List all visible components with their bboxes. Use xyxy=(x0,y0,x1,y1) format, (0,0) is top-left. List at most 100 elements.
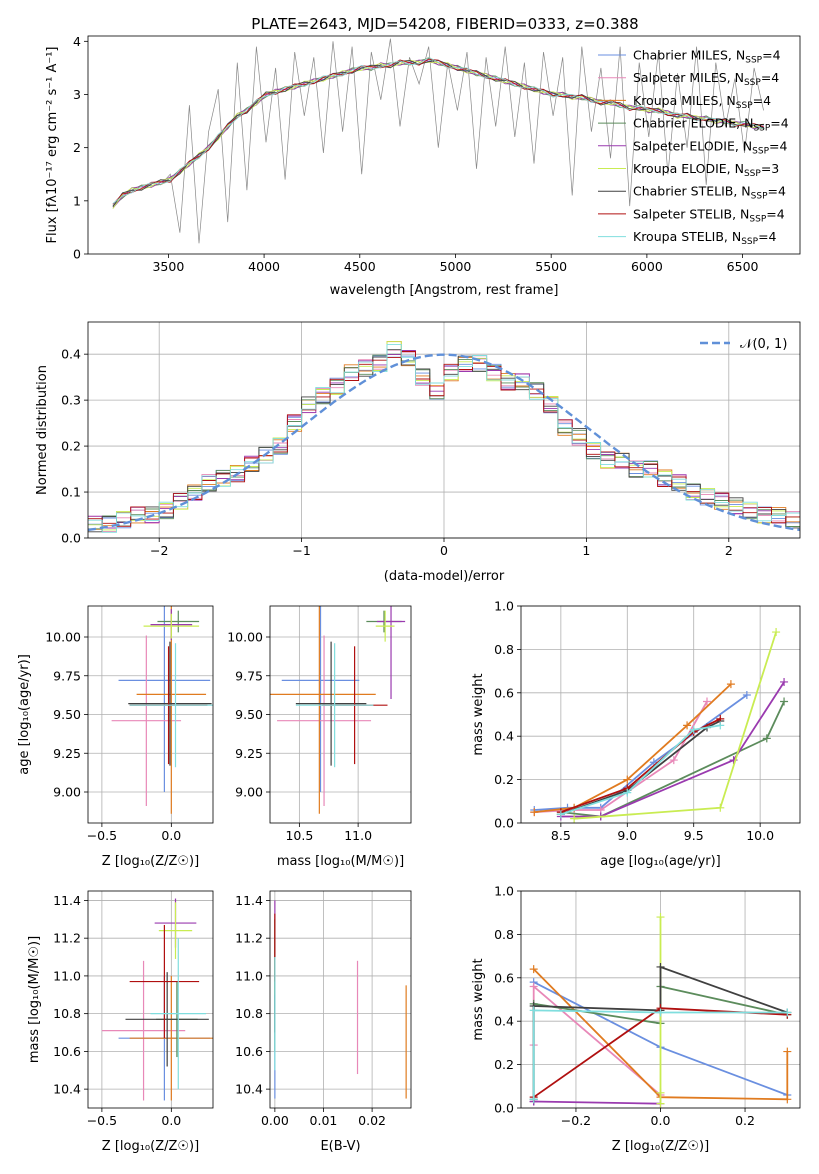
mass-weight-vs-age-xtick-label-0: 8.5 xyxy=(551,828,571,843)
mass-weight-vs-age-ytick-label-2: 0.4 xyxy=(494,729,514,744)
mass-weight-vs-z-marker-2-0 xyxy=(529,965,538,974)
spectrum-legend-label-1: Salpeter MILES, NSSP=4 xyxy=(633,70,779,88)
spectrum-xtick-label-5: 6000 xyxy=(631,259,663,274)
spectrum-legend-nssp-0: =4 xyxy=(762,48,780,63)
mass-weight-vs-z-ylabel: mass weight xyxy=(471,958,486,1040)
age-vs-z-panel: −0.5 0.0 9.00 9.25 9.50 9.75 10.00 Z [log₁₀(Z/Z… xyxy=(17,605,214,869)
spectrum-legend-label-5: Kroupa ELODIE, NSSP=3 xyxy=(633,161,779,179)
age-vs-mass-ytick-label-2: 9.50 xyxy=(235,707,263,722)
mass-weight-vs-age-marker-2-4 xyxy=(726,680,735,689)
mass-weight-vs-age-marker-1-3 xyxy=(669,756,678,765)
spectrum-frame xyxy=(87,35,801,255)
age-vs-z-ytick-label-3: 9.75 xyxy=(53,668,81,683)
residuals-normal-curve xyxy=(88,353,800,532)
mass-weight-vs-age-xlabel: age [log₁₀(age/yr)] xyxy=(600,854,721,869)
mass-vs-ebv-ytick-label-2: 10.8 xyxy=(235,1006,263,1021)
mass-weight-vs-z-ytick-label-3: 0.6 xyxy=(494,970,514,985)
mass-weight-vs-z-marker-5-2 xyxy=(656,913,665,922)
mass-weight-vs-z-ytick-label-4: 0.8 xyxy=(494,927,514,942)
mass-weight-vs-age-marker-4-3 xyxy=(780,677,789,686)
age-vs-z-xtick-label-1: 0.0 xyxy=(161,828,181,843)
mass-weight-vs-age-marker-8-1 xyxy=(623,788,632,797)
residuals-hist-8 xyxy=(88,343,800,533)
spectrum-xtick-label-3: 5000 xyxy=(440,259,472,274)
mass-vs-z-ylabel: mass [log₁₀(M/M☉)] xyxy=(27,936,42,1063)
spectrum-ylabel: Flux [fλ10⁻¹⁷ erg cm⁻² s⁻¹ A⁻¹] xyxy=(45,47,60,244)
mass-weight-vs-z-panel: −0.2 0.0 0.2 0.0 0.2 0.4 0.6 0.8 1.0 Z [log₁₀(Z/Z… xyxy=(471,884,801,1154)
spectrum-xtick-label-1: 4000 xyxy=(248,259,280,274)
mass-weight-vs-age-panel: 8.5 9.0 9.5 10.0 0.0 0.2 0.4 0.6 0.8 1.0 age [log₁… xyxy=(471,599,801,869)
mass-weight-vs-age-marker-8-3 xyxy=(716,721,725,730)
age-vs-mass-ytick-label-1: 9.25 xyxy=(235,746,263,761)
mass-weight-vs-age-xtick-label-2: 9.5 xyxy=(684,828,704,843)
mass-vs-z-panel: −0.5 0.0 10.4 10.6 10.8 11.0 11.2 11.4 Z [log₁₀(… xyxy=(27,890,214,1154)
mass-weight-vs-z-frame xyxy=(520,890,801,1109)
mass-weight-vs-age-ytick-label-1: 0.2 xyxy=(494,772,514,787)
mass-weight-vs-z-ytick-label-0: 0.0 xyxy=(494,1101,514,1116)
mass-weight-vs-age-xtick-label-3: 10.0 xyxy=(746,828,774,843)
mass-vs-z-plot-area xyxy=(101,898,213,1101)
age-vs-z-xlabel: Z [log₁₀(Z/Z☉)] xyxy=(102,854,199,869)
mass-weight-vs-age-plot-area xyxy=(530,628,789,823)
residuals-panel: −2 −1 0 1 2 0.0 0.1 0.2 0.3 0.4 (data-model)/error… xyxy=(35,321,801,584)
mass-weight-vs-z-xlabel: Z [log₁₀(Z/Z☉)] xyxy=(612,1139,709,1154)
mass-weight-vs-age-xtick-label-1: 9.0 xyxy=(617,828,637,843)
residuals-plot-area xyxy=(88,341,800,533)
age-vs-z-ytick-label-0: 9.00 xyxy=(53,785,81,800)
spectrum-legend-nssp-1: =4 xyxy=(761,70,779,85)
age-vs-z-xtick-label-0: −0.5 xyxy=(87,828,117,843)
residuals-xtick-label-1: −1 xyxy=(292,543,310,558)
mass-weight-vs-age-ytick-label-4: 0.8 xyxy=(494,642,514,657)
mass-weight-vs-z-series-line-4 xyxy=(533,1100,661,1105)
mass-weight-vs-age-marker-5-0 xyxy=(570,814,579,823)
mass-weight-vs-z-ytick-label-5: 1.0 xyxy=(494,884,514,899)
spectrum-legend-label-8: Kroupa STELIB, NSSP=4 xyxy=(633,229,777,247)
age-vs-mass-xtick-label-0: 10.5 xyxy=(285,828,313,843)
mass-weight-vs-age-ytick-label-5: 1.0 xyxy=(494,599,514,614)
mass-weight-vs-z-marker-6-3 xyxy=(656,962,665,971)
spectrum-legend-nssp-4: =4 xyxy=(769,138,787,153)
residuals-ytick-label-2: 0.2 xyxy=(61,439,81,454)
mass-weight-vs-age-ylabel: mass weight xyxy=(471,673,486,755)
mass-vs-z-xlabel: Z [log₁₀(Z/Z☉)] xyxy=(102,1139,199,1154)
mass-weight-vs-age-ytick-label-0: 0.0 xyxy=(494,816,514,831)
mass-weight-vs-age-marker-8-2 xyxy=(689,725,698,734)
mass-weight-vs-z-xtick-label-1: 0.0 xyxy=(651,1113,671,1128)
residuals-ytick-label-1: 0.1 xyxy=(61,485,81,500)
spectrum-xtick-label-6: 6500 xyxy=(727,259,759,274)
mass-vs-ebv-ytick-label-1: 10.6 xyxy=(235,1044,263,1059)
mass-weight-vs-age-marker-5-1 xyxy=(716,803,725,812)
mass-weight-vs-z-ytick-label-1: 0.2 xyxy=(494,1057,514,1072)
mass-weight-vs-z-series-line-8 xyxy=(532,1009,788,1100)
spectrum-legend-subscript-4: SSP xyxy=(752,146,769,156)
mass-vs-ebv-ytick-label-3: 11.0 xyxy=(235,968,263,983)
spectrum-legend-nssp-3: =4 xyxy=(770,116,788,131)
mass-weight-vs-z-marker-5-1 xyxy=(656,1088,665,1097)
figure-title: PLATE=2643, MJD=54208, FIBERID=0333, z=0… xyxy=(251,15,638,33)
spectrum-xtick-label-4: 5500 xyxy=(535,259,567,274)
spectrum-xtick-label-0: 3500 xyxy=(152,259,184,274)
mass-weight-vs-z-marker-2-2 xyxy=(783,1095,792,1104)
spectrum-ytick-label-2: 2 xyxy=(73,140,81,155)
mass-weight-vs-age-marker-3-3 xyxy=(780,697,789,706)
spectrum-legend-nssp-6: =4 xyxy=(768,184,786,199)
mass-weight-vs-age-marker-0-4 xyxy=(742,690,751,699)
spectrum-legend-nssp-8: =4 xyxy=(758,229,776,244)
mass-weight-vs-z-marker-5-0 xyxy=(656,1099,665,1108)
mass-vs-z-ytick-label-3: 11.0 xyxy=(53,968,81,983)
spectrum-panel: 3500 4000 4500 5000 5500 6000 6500 0 1 2 3 4 wavelen… xyxy=(45,34,801,298)
mass-weight-vs-age-marker-2-3 xyxy=(683,721,692,730)
mass-vs-z-ytick-label-0: 10.4 xyxy=(53,1082,81,1097)
residuals-frame xyxy=(87,321,801,539)
spectrum-legend-subscript-2: SSP xyxy=(736,101,753,111)
mass-weight-vs-age-marker-2-0 xyxy=(530,808,539,817)
mass-weight-vs-age-marker-3-2 xyxy=(762,734,771,743)
residuals-xtick-label-4: 2 xyxy=(725,543,733,558)
spectrum-legend-label-7: Salpeter STELIB, NSSP=4 xyxy=(633,206,785,224)
spectrum-ytick-label-0: 0 xyxy=(73,247,81,262)
age-vs-mass-panel: 10.5 11.0 9.00 9.25 9.50 9.75 10.00 mass [log₁₀… xyxy=(227,605,412,869)
mass-weight-vs-age-series-line-6 xyxy=(560,720,721,816)
mass-weight-vs-age-marker-1-4 xyxy=(703,697,711,706)
residuals-ytick-label-4: 0.4 xyxy=(61,347,81,362)
mass-weight-vs-z-marker-1-1 xyxy=(529,982,538,991)
